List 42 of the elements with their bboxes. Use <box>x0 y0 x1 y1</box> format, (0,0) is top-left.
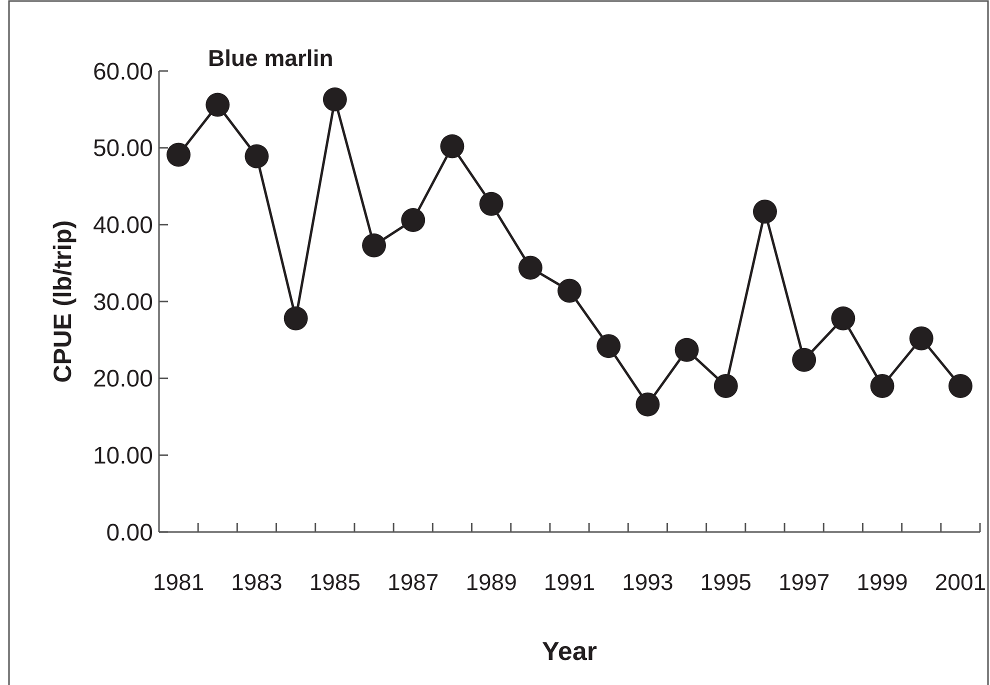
point <box>362 233 386 258</box>
x-tick-label: 1981 <box>152 569 204 595</box>
point <box>674 338 699 362</box>
x-axis-title: Year <box>542 636 597 666</box>
point <box>752 200 777 224</box>
x-tick-label: 1997 <box>778 569 830 595</box>
y-tick-label: 30.00 <box>92 288 153 316</box>
x-tick-label: 1999 <box>856 569 908 595</box>
point <box>636 392 660 416</box>
x-tick-label: 1983 <box>231 569 282 595</box>
y-axis-title: CPUE (lb/trip) <box>49 220 77 383</box>
point <box>518 256 542 280</box>
x-tick-label: 1993 <box>622 569 674 595</box>
x-tick-label: 1989 <box>466 569 517 595</box>
point <box>401 208 426 232</box>
x-tick-label: 1987 <box>388 569 439 595</box>
point <box>909 326 934 350</box>
point <box>792 348 816 372</box>
y-tick-label: 20.00 <box>92 366 153 393</box>
point <box>166 142 191 167</box>
point <box>440 134 464 158</box>
point <box>596 334 621 358</box>
x-tick-label: 1991 <box>544 569 596 595</box>
y-tick-label: 0.00 <box>106 519 153 546</box>
y-tick-label: 10.00 <box>92 442 153 470</box>
point <box>322 87 347 112</box>
x-tick-label: 1995 <box>700 569 752 595</box>
point <box>714 374 738 398</box>
point <box>870 374 894 398</box>
point <box>284 306 308 330</box>
x-tick-label: 1985 <box>309 569 361 595</box>
point <box>831 306 856 330</box>
y-tick-label: 50.00 <box>92 135 153 162</box>
x-tick-label: 2001 <box>934 569 986 595</box>
point <box>948 374 972 398</box>
point <box>558 278 582 303</box>
point <box>244 144 269 168</box>
chart-title: Blue marlin <box>208 45 334 71</box>
point <box>206 92 230 117</box>
point <box>479 192 504 216</box>
y-tick-label: 60.00 <box>92 58 153 86</box>
y-tick-label: 40.00 <box>92 212 153 240</box>
